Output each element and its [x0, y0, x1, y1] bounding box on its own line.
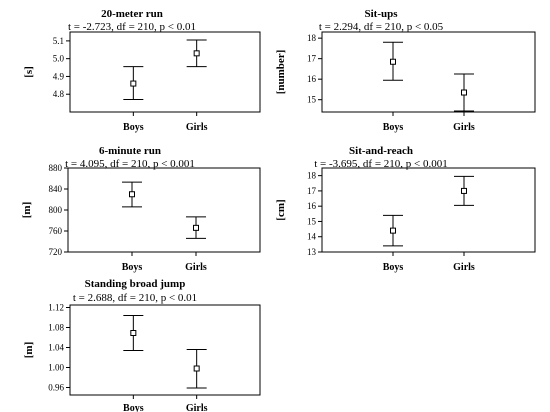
y-tick-label: 16 — [307, 201, 317, 211]
plot-frame — [321, 31, 536, 113]
mean-marker — [130, 330, 137, 336]
x-tick-label: Boys — [122, 262, 143, 273]
x-tick-label: Girls — [186, 122, 208, 133]
y-axis-label: [s] — [23, 66, 35, 78]
test-statistics: t = -2.723, df = 210, p < 0.01 — [68, 21, 196, 33]
y-tick-label: 14 — [307, 232, 317, 242]
y-tick-label: 800 — [49, 205, 63, 215]
plot-frame — [69, 31, 261, 113]
mean-marker — [193, 50, 200, 57]
x-tick-label: Girls — [186, 403, 208, 412]
y-tick-label: 13 — [307, 247, 317, 257]
x-tick-label: Boys — [123, 122, 144, 133]
y-axis-label: [m] — [21, 202, 33, 219]
y-tick-label: 1.04 — [48, 343, 64, 353]
chart-title: 6-minute run — [99, 145, 161, 157]
panel-standing-broad-jump: Standing broad jump t = 2.688, df = 210, … — [23, 278, 261, 412]
chart-title: Sit-ups — [364, 8, 398, 20]
y-axis-label: [number] — [275, 50, 287, 95]
mean-marker — [193, 224, 199, 231]
mean-marker — [461, 187, 467, 194]
y-tick-label: 720 — [49, 247, 63, 257]
y-tick-label: 17 — [307, 54, 317, 64]
mean-marker — [390, 227, 396, 234]
y-tick-label: 5.0 — [53, 54, 65, 64]
plot-frame — [67, 167, 261, 253]
y-tick-label: 1.12 — [48, 303, 64, 313]
y-axis-label: [cm] — [275, 199, 287, 220]
y-tick-label: 15 — [307, 95, 317, 105]
mean-marker — [130, 80, 137, 87]
y-tick-label: 760 — [49, 226, 63, 236]
y-tick-label: 18 — [307, 171, 317, 181]
x-tick-label: Boys — [123, 403, 144, 412]
x-tick-label: Boys — [383, 122, 404, 133]
y-tick-label: 4.8 — [53, 89, 65, 99]
y-tick-label: 15 — [307, 216, 317, 226]
y-tick-label: 5.1 — [53, 36, 64, 46]
x-tick-label: Girls — [453, 122, 475, 133]
mean-marker — [129, 191, 135, 198]
mean-marker — [390, 58, 396, 65]
y-tick-label: 1.08 — [48, 323, 64, 333]
y-tick-label: 16 — [307, 74, 317, 84]
test-statistics: t = 4.095, df = 210, p < 0.001 — [65, 158, 195, 170]
y-tick-label: 880 — [49, 163, 63, 173]
plot-frame — [69, 304, 261, 396]
y-tick-label: 4.9 — [53, 71, 65, 81]
y-tick-label: 1.00 — [48, 363, 64, 373]
plot-frame — [321, 167, 536, 253]
chart-title: 20-meter run — [101, 8, 163, 20]
y-tick-label: 0.96 — [48, 383, 64, 393]
chart-title: Standing broad jump — [85, 278, 186, 290]
y-tick-label: 840 — [49, 184, 63, 194]
y-axis-label: [m] — [23, 342, 35, 359]
test-statistics: t = -3.695, df = 210, p < 0.001 — [314, 158, 448, 170]
x-tick-label: Boys — [383, 262, 404, 273]
y-tick-label: 18 — [307, 33, 317, 43]
chart-title: Sit-and-reach — [349, 145, 413, 157]
mean-marker — [193, 365, 200, 372]
x-tick-label: Girls — [453, 262, 475, 273]
test-statistics: t = 2.688, df = 210, p < 0.01 — [73, 292, 197, 304]
mean-marker — [461, 89, 467, 96]
test-statistics: t = 2.294, df = 210, p < 0.05 — [319, 21, 444, 33]
x-tick-label: Girls — [185, 262, 207, 273]
y-tick-label: 17 — [307, 186, 317, 196]
